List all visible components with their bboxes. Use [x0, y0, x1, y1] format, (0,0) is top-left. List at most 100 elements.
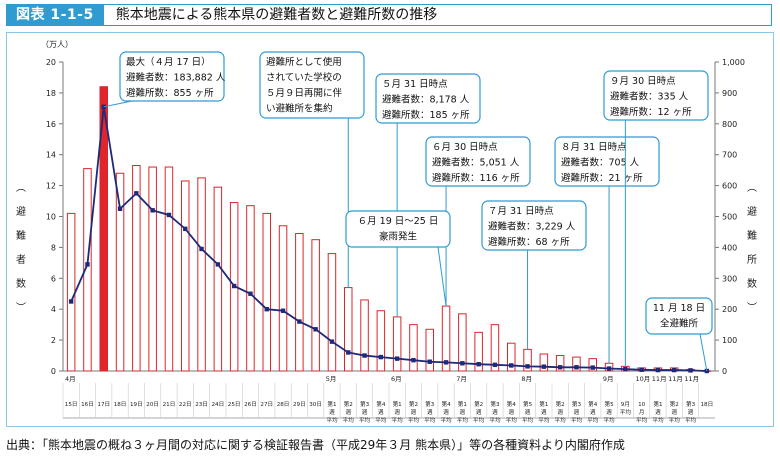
point-shelters: [264, 307, 269, 312]
y-right-tick-label: 500: [722, 213, 737, 222]
x-month-label: 6月: [391, 375, 402, 383]
x-category-label: 第5 週平均: [603, 400, 615, 424]
callout-box: [481, 200, 587, 251]
bar-evacuees: [409, 324, 418, 372]
x-category-label: 21日: [163, 401, 176, 408]
point-shelters: [411, 357, 416, 363]
x-category-label: 第5 週平均: [522, 400, 534, 424]
x-category-label: 第1 週平均: [538, 400, 550, 424]
x-category-label: 25日: [228, 401, 241, 408]
point-shelters: [378, 354, 384, 360]
y-right-tick-label: 900: [722, 89, 737, 98]
y-right-tick-label: 400: [722, 243, 737, 252]
y-left-tick-label: 8: [51, 243, 56, 252]
point-shelters: [427, 359, 432, 364]
point-shelters: [183, 226, 188, 232]
point-shelters: [166, 212, 172, 218]
x-category-label: 第4 週平均: [506, 400, 518, 424]
bar-evacuees: [278, 225, 288, 372]
x-category-label: 18日: [114, 401, 127, 408]
x-category-label: 第1 週平均: [326, 400, 338, 424]
bar-evacuees: [490, 324, 500, 372]
bar-evacuees: [392, 316, 402, 372]
figure-title: 熊本地震による熊本県の避難者数と避難所数の推移: [103, 4, 772, 26]
x-category-label: 26日: [244, 401, 257, 408]
bar-evacuees: [181, 180, 190, 372]
x-category-label: 16日: [81, 401, 94, 408]
callout-text: ７月 31 日時点避難者数：3,229 人避難所数：68 ヶ所: [488, 206, 576, 248]
point-shelters: [134, 191, 139, 196]
point-shelters: [68, 299, 74, 304]
x-month-label: 10月: [636, 375, 651, 383]
point-shelters: [557, 365, 563, 370]
point-shelters: [606, 366, 612, 371]
callout-box: [259, 51, 365, 119]
x-category-label: 28日: [277, 401, 290, 408]
x-month-label: 8月: [521, 375, 532, 383]
point-shelters: [215, 262, 221, 267]
x-category-label: 第3 週平均: [489, 400, 501, 424]
y-right-tick-label: 200: [722, 305, 737, 314]
x-category-label: 18日: [700, 401, 713, 408]
bar-evacuees: [99, 86, 108, 372]
bar-evacuees: [425, 328, 434, 372]
callout-box: [554, 136, 660, 187]
x-category-label: 第2 週平均: [408, 400, 420, 424]
x-month-label: 11月: [668, 375, 683, 383]
y-left-tick-label: 2: [51, 336, 56, 345]
y-left-tick-label: 6: [51, 274, 56, 283]
y-left-tick-label: 0: [51, 367, 56, 376]
x-category-label: 9月平均: [620, 401, 632, 416]
callout-box: [425, 136, 531, 187]
x-category-label: 第1 週平均: [457, 400, 469, 424]
point-shelters: [329, 339, 335, 344]
x-category-label: 第3 週平均: [685, 400, 697, 424]
bar-evacuees: [588, 358, 597, 372]
figure-header: 図表 1-1-5 熊本地震による熊本県の避難者数と避難所数の推移: [6, 4, 772, 26]
callout-text: 11 月 18 日全避難所: [653, 303, 705, 330]
point-shelters: [101, 104, 106, 110]
point-shelters: [394, 356, 400, 361]
x-month-label: 5月: [326, 375, 337, 383]
bar-evacuees: [555, 355, 565, 372]
point-shelters: [460, 361, 465, 366]
source-note: 出典：「熊本地震の概ね３ヶ月間の対応に関する検証報告書（平成29年３月 熊本県）…: [6, 438, 625, 452]
point-shelters: [280, 308, 286, 313]
y-left-axis-label: ︵避難者数︶: [16, 183, 26, 314]
y-left-tick-label: 14: [46, 151, 56, 160]
bar-evacuees: [66, 212, 76, 372]
y-right-axis-label: ︵避難所数︶: [747, 183, 757, 314]
bar-evacuees: [344, 287, 353, 372]
point-shelters: [150, 208, 155, 213]
bar-evacuees: [132, 165, 141, 372]
x-month-label: 11月: [684, 375, 699, 383]
point-shelters: [199, 246, 204, 252]
point-shelters: [362, 353, 367, 358]
x-category-label: 27日: [260, 401, 273, 408]
x-category-label: 15日: [65, 401, 78, 408]
x-category-label: 第2 週平均: [555, 400, 567, 424]
point-shelters: [688, 368, 693, 373]
point-shelters: [297, 319, 302, 324]
x-category-label: 24日: [211, 401, 224, 408]
callout-box: [119, 51, 225, 102]
bar-evacuees: [115, 172, 125, 372]
y-left-tick-label: 16: [46, 120, 56, 129]
callout-box: [375, 73, 481, 124]
y-left-tick-label: 18: [46, 89, 56, 98]
x-month-label: 7月: [456, 375, 467, 383]
callout-pointer: [699, 333, 708, 372]
y-left-tick-label: 20: [46, 58, 56, 67]
y-right-tick-label: 700: [722, 151, 737, 160]
callout-box: [345, 210, 451, 248]
x-category-label: 第3 週平均: [571, 400, 583, 424]
x-category-label: 20日: [146, 401, 159, 408]
bar-evacuees: [572, 356, 581, 372]
x-category-label: 17日: [97, 401, 110, 408]
callout-text: ８月 31 日時点避難者数：705 人避難所数：21 ヶ所: [561, 142, 643, 184]
point-shelters: [672, 367, 677, 373]
bar-evacuees: [164, 166, 174, 372]
point-shelters: [231, 283, 237, 289]
x-month-label: 4月: [65, 375, 76, 383]
bar-evacuees: [376, 310, 386, 372]
